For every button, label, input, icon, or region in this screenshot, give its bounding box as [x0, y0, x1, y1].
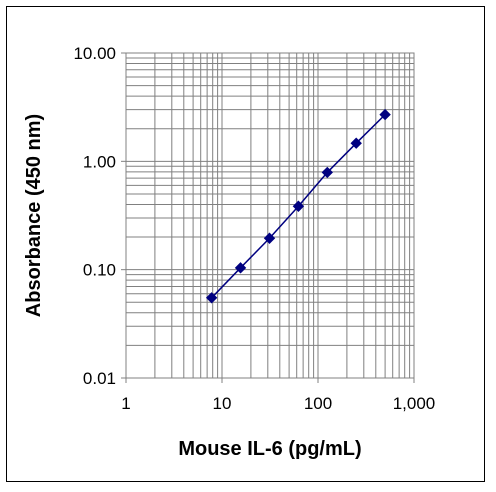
- x-tick-label: 100: [304, 394, 332, 413]
- data-point: [263, 232, 276, 244]
- y-tick-label: 1.00: [83, 152, 116, 171]
- data-point: [205, 292, 218, 304]
- x-tick-label: 1: [121, 394, 130, 413]
- x-tick-label: 1,000: [393, 394, 436, 413]
- data-point: [292, 200, 305, 212]
- data-point: [350, 137, 362, 149]
- plot-area: [125, 52, 415, 379]
- data-series: [205, 108, 391, 304]
- x-axis-title: Mouse IL-6 (pg/mL): [178, 438, 361, 460]
- data-point: [379, 108, 391, 121]
- y-tick-label: 0.10: [83, 261, 116, 280]
- y-tick-label: 0.01: [83, 369, 116, 388]
- data-point: [234, 262, 247, 274]
- x-tick-label: 10: [213, 394, 232, 413]
- y-tick-label: 10.00: [73, 44, 116, 63]
- data-point: [321, 166, 334, 179]
- tick-labels: 1 10 100 1,000 0.01 0.10 1.00 10.00: [73, 44, 435, 413]
- grid: [126, 53, 414, 378]
- y-axis-title: Absorbance (450 nm): [23, 114, 45, 317]
